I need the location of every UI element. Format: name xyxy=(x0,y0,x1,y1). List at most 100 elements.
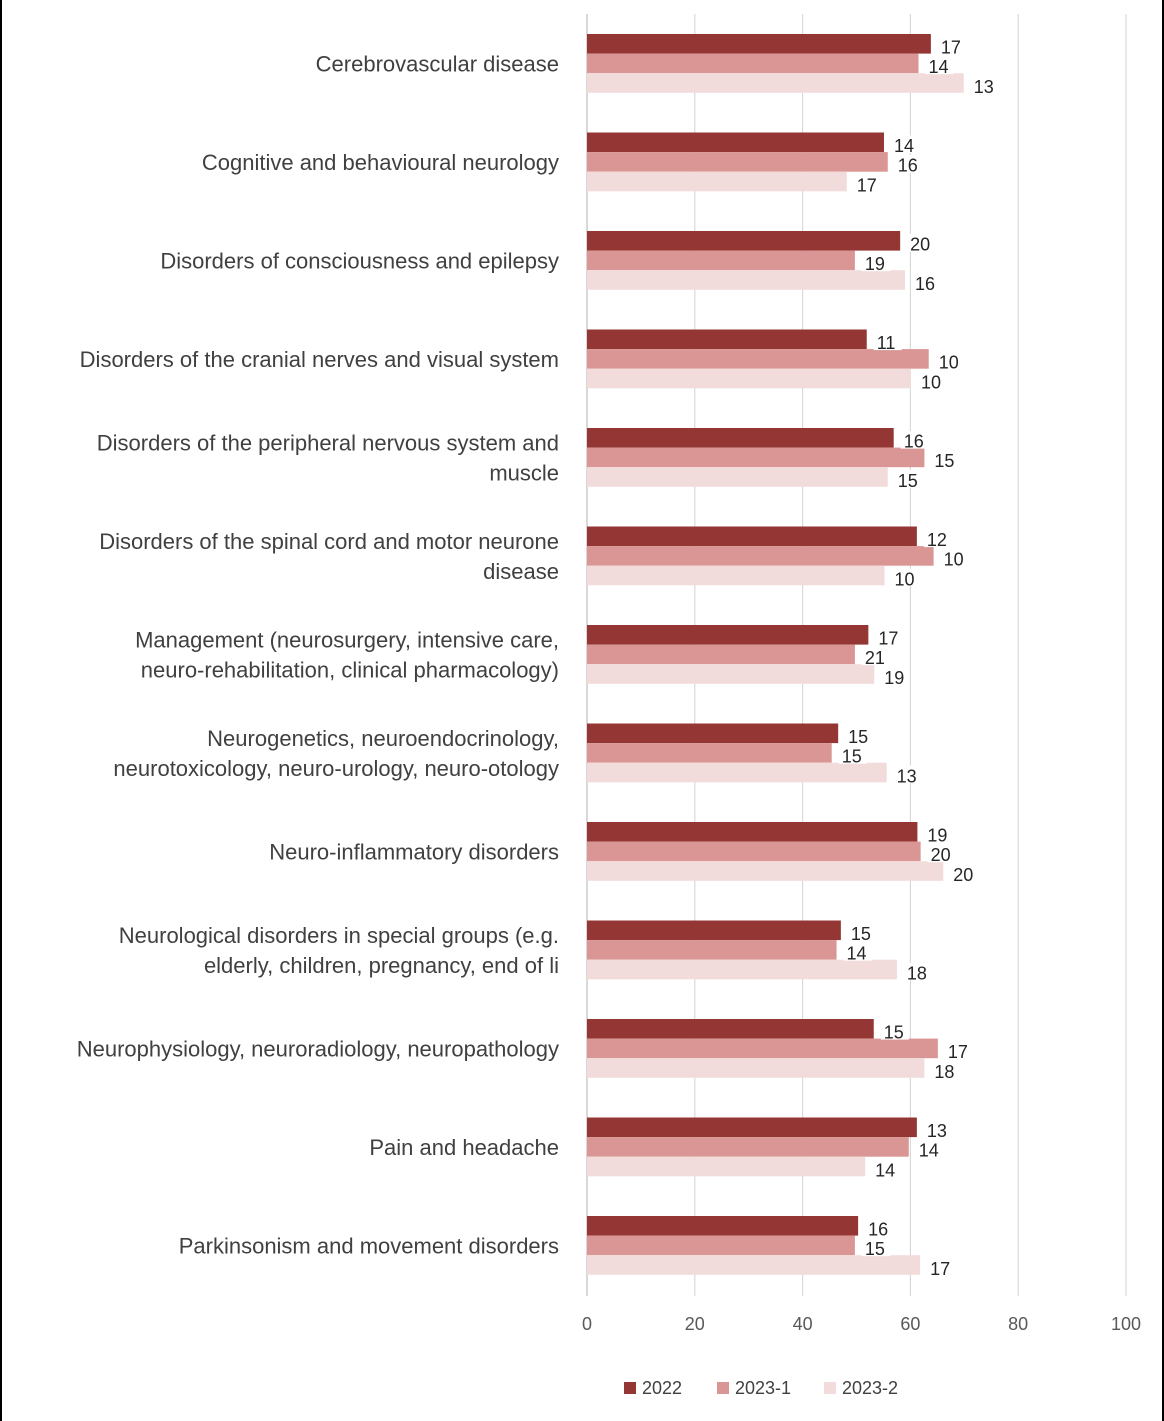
data-label-bg xyxy=(894,470,923,488)
bar-2023-1-0 xyxy=(587,53,919,74)
category-label-line: Cerebrovascular disease xyxy=(316,51,559,76)
data-label-bg xyxy=(893,765,922,784)
category-label: Cognitive and behavioural neurology xyxy=(202,150,559,175)
data-label: 19 xyxy=(927,826,947,846)
bar-2022-8 xyxy=(587,822,918,842)
data-label-bg xyxy=(845,726,874,745)
category-label-line: Parkinsonism and movement disorders xyxy=(179,1233,559,1258)
legend-swatch xyxy=(824,1382,836,1394)
x-tick-label: 40 xyxy=(793,1314,813,1334)
data-label: 12 xyxy=(927,530,947,550)
category-label-line: Neuro-inflammatory disorders xyxy=(269,839,559,864)
data-label-bg xyxy=(923,1120,952,1139)
category-label-line: Neurogenetics, neuroendocrinology, xyxy=(207,726,559,751)
category-label-line: Neurophysiology, neuroradiology, neuropa… xyxy=(77,1036,559,1061)
data-label-bg xyxy=(875,628,904,646)
data-label: 20 xyxy=(931,845,951,865)
bar-2022-2 xyxy=(587,231,901,251)
bar-2023-1-8 xyxy=(587,841,921,862)
data-label: 18 xyxy=(907,963,927,983)
category-label-line: Management (neurosurgery, intensive care… xyxy=(135,627,559,652)
category-label: Cerebrovascular disease xyxy=(316,51,559,76)
bar-2022-10 xyxy=(587,1019,874,1039)
bar-2023-1-1 xyxy=(587,152,888,172)
data-label-bg xyxy=(912,273,941,291)
bar-2023-1-9 xyxy=(587,940,837,960)
data-label-bg xyxy=(931,450,960,469)
bar-2023-2-11 xyxy=(587,1156,866,1177)
data-label: 15 xyxy=(842,747,862,767)
x-tick-label: 100 xyxy=(1111,1314,1141,1334)
data-label: 15 xyxy=(934,451,954,471)
data-label-bg xyxy=(838,746,867,764)
data-label-bg xyxy=(923,529,952,548)
data-label-bg xyxy=(891,568,920,587)
data-label-bg xyxy=(925,56,954,75)
x-tick-label: 0 xyxy=(582,1314,592,1334)
bar-2023-2-4 xyxy=(587,467,888,487)
category-label-line: Disorders of consciousness and epilepsy xyxy=(160,248,559,273)
bar-2023-2-1 xyxy=(587,171,847,192)
data-label-bg xyxy=(927,844,956,863)
data-label-bg xyxy=(924,825,953,843)
category-labels: Cerebrovascular disease Cognitive and beh… xyxy=(77,51,559,1258)
category-label-line: Cognitive and behavioural neurology xyxy=(202,150,559,175)
data-label: 20 xyxy=(953,865,973,885)
data-label: 13 xyxy=(927,1121,947,1141)
bar-2023-1-5 xyxy=(587,546,934,566)
data-label: 11 xyxy=(877,333,896,353)
data-label: 10 xyxy=(895,569,915,589)
data-label-bg xyxy=(853,174,882,193)
data-label-bg xyxy=(937,37,966,55)
data-label-bg xyxy=(865,1219,894,1237)
data-label-bg xyxy=(931,1061,960,1079)
data-label: 14 xyxy=(875,1160,895,1180)
data-label: 14 xyxy=(894,136,914,156)
data-label-bg xyxy=(917,371,946,390)
bar-2023-2-6 xyxy=(587,664,875,684)
data-label-bg xyxy=(970,76,999,94)
bar-2022-1 xyxy=(587,132,884,153)
data-label: 17 xyxy=(930,1259,950,1279)
category-label: Neuro-inflammatory disorders xyxy=(269,839,559,864)
category-label: Disorders of the spinal cord and motor n… xyxy=(99,529,559,584)
category-label-line: neurotoxicology, neuro-urology, neuro-ot… xyxy=(113,756,559,781)
bar-2023-1-10 xyxy=(587,1038,938,1059)
data-label-bg xyxy=(847,923,876,942)
data-label: 15 xyxy=(848,727,868,747)
category-label-line: Pain and headache xyxy=(369,1135,559,1160)
data-label: 14 xyxy=(928,57,948,77)
data-label-bg xyxy=(872,1159,901,1178)
data-label: 10 xyxy=(921,372,941,392)
data-label: 14 xyxy=(919,1141,939,1161)
category-label: Disorders of consciousness and epilepsy xyxy=(160,248,559,273)
data-label: 14 xyxy=(847,944,867,964)
data-label: 13 xyxy=(897,766,917,786)
x-axis-ticks: 0 20 40 60 80 100 xyxy=(582,1314,1141,1334)
bar-2023-2-2 xyxy=(587,270,906,290)
bar-2022-9 xyxy=(587,920,841,941)
data-label: 18 xyxy=(934,1062,954,1082)
data-label: 10 xyxy=(944,550,964,570)
data-label: 10 xyxy=(939,353,959,373)
data-label: 16 xyxy=(898,156,918,176)
bar-2023-1-6 xyxy=(587,644,855,665)
bar-2023-1-4 xyxy=(587,447,925,468)
bar-2023-1-7 xyxy=(587,743,832,763)
data-label: 17 xyxy=(878,629,898,649)
data-label-bg xyxy=(843,943,872,961)
data-label-bg xyxy=(927,1258,956,1276)
category-label: Pain and headache xyxy=(369,1135,559,1160)
bar-2023-2-12 xyxy=(587,1255,921,1275)
category-label-line: Disorders of the cranial nerves and visu… xyxy=(80,347,559,372)
bar-2022-6 xyxy=(587,625,869,645)
x-tick-label: 20 xyxy=(685,1314,705,1334)
data-label-bg xyxy=(903,962,932,981)
data-label: 16 xyxy=(915,274,935,294)
bar-2023-2-9 xyxy=(587,959,897,980)
data-label-bg xyxy=(900,431,929,449)
data-label-bg xyxy=(907,234,936,252)
category-label-line: muscle xyxy=(489,460,559,485)
x-tick-label: 80 xyxy=(1008,1314,1028,1334)
category-label-line: elderly, children, pregnancy, end of li xyxy=(204,953,559,978)
